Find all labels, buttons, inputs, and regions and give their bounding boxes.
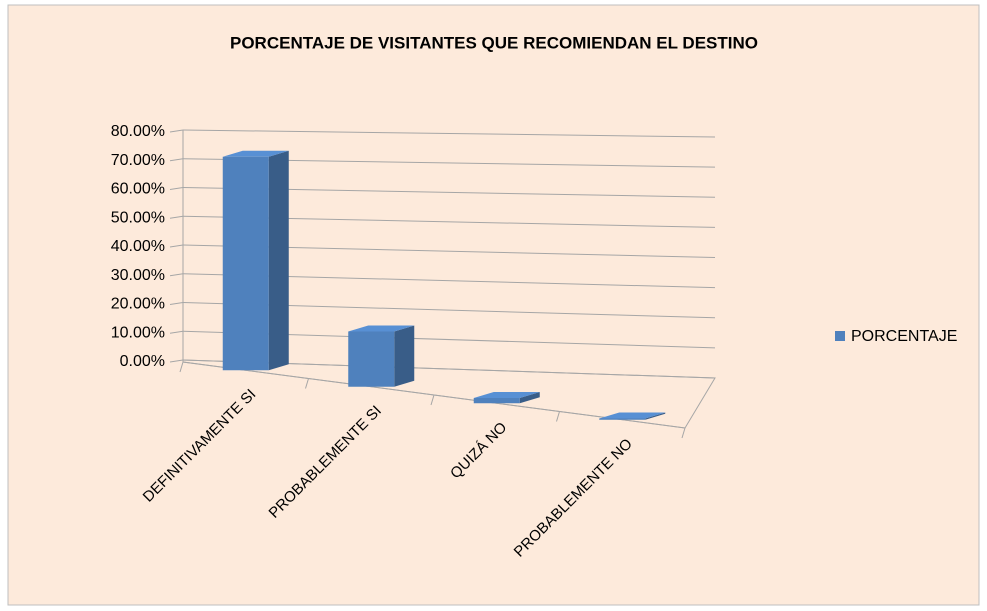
bar-top (348, 325, 415, 332)
x-tick (556, 411, 560, 422)
y-tick (169, 187, 184, 190)
x-tick (430, 394, 435, 406)
y-tick (169, 158, 184, 162)
x-tick (681, 427, 686, 439)
y-tick (169, 359, 184, 363)
y-tick (169, 244, 184, 248)
bar (222, 150, 289, 371)
bar (599, 412, 666, 420)
x-tick (305, 378, 309, 389)
bar (473, 392, 540, 404)
bar-front (473, 398, 520, 404)
y-tick-label: 0.00% (120, 353, 165, 370)
bar (348, 325, 415, 387)
chart-area (7, 4, 980, 606)
y-tick-label: 30.00% (111, 267, 165, 284)
legend-swatch (835, 331, 845, 341)
y-tick-label: 50.00% (111, 209, 165, 226)
x-tick (179, 361, 184, 373)
bar-top (473, 392, 540, 399)
y-tick-label: 40.00% (111, 238, 165, 255)
y-tick-label: 70.00% (111, 152, 165, 169)
grid-line (182, 129, 716, 138)
bar-top (222, 150, 289, 157)
y-tick (169, 215, 184, 219)
bar-side (394, 325, 415, 387)
y-tick (169, 330, 184, 334)
chart-title: PORCENTAJE DE VISITANTES QUE RECOMIENDAN… (230, 33, 758, 52)
y-tick (169, 302, 184, 305)
bar-front (348, 331, 395, 387)
y-tick (169, 273, 184, 277)
y-tick-label: 60.00% (111, 181, 165, 198)
y-tick-label: 80.00% (111, 123, 165, 140)
y-tick-label: 10.00% (111, 324, 165, 341)
bar-front (222, 156, 269, 371)
bar-side (268, 150, 289, 371)
bar-top (599, 412, 666, 419)
bar-front (599, 418, 646, 420)
bar-side (645, 412, 666, 420)
y-tick-label: 20.00% (111, 296, 165, 313)
legend-label: PORCENTAJE (851, 328, 957, 345)
y-tick (169, 129, 184, 133)
bar-side (519, 392, 540, 404)
